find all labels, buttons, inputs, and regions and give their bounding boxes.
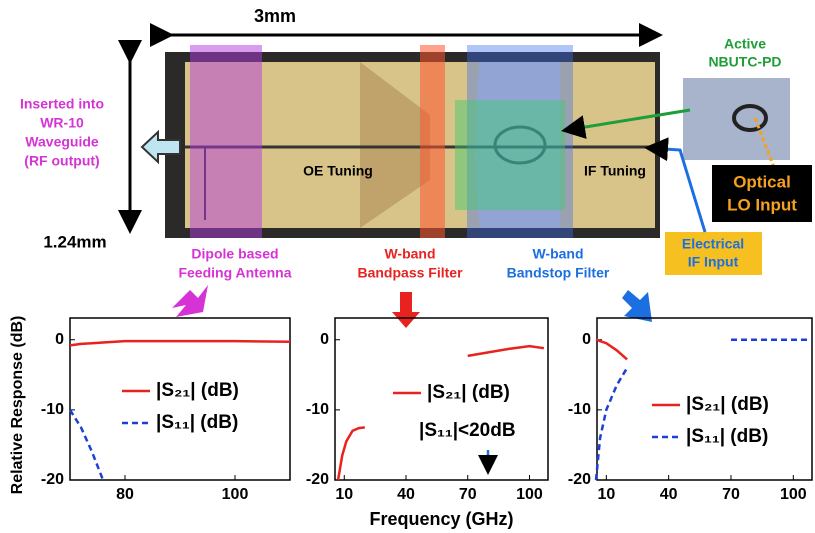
- bandpass-overlay: [420, 45, 445, 238]
- waveguide-label: Waveguide: [25, 134, 99, 150]
- bandpass-label: Bandpass Filter: [357, 265, 463, 281]
- width-label: 3mm: [254, 6, 296, 26]
- optical-label: Optical: [733, 172, 791, 191]
- series-line: [596, 340, 627, 360]
- y-tick-label: 0: [582, 331, 591, 348]
- y-tick-label: -20: [41, 471, 64, 488]
- pd-overlay: [455, 100, 565, 210]
- antenna-label: Feeding Antenna: [178, 265, 291, 281]
- if-tuning: IF Tuning: [584, 163, 646, 179]
- x-tick-label: 10: [335, 486, 353, 503]
- y-tick-label: -10: [41, 401, 64, 418]
- y-tick-label: 0: [55, 331, 64, 348]
- legend-label: |S₂₁| (dB): [686, 394, 769, 415]
- y-tick-label: 0: [320, 331, 329, 348]
- pd-label: NBUTC-PD: [708, 54, 781, 70]
- pd-label: Active: [724, 36, 766, 52]
- y-tick-label: -20: [306, 471, 329, 488]
- annotation: |S₁₁|<20dB: [419, 420, 516, 441]
- figure: 3mm 1.24mm OE Tuning IF Tuning Inserted …: [0, 0, 815, 533]
- legend-label: |S₁₁| (dB): [686, 426, 768, 447]
- waveguide-label: Inserted into: [20, 96, 104, 112]
- x-tick-label: 70: [722, 486, 740, 503]
- bandstop-label: Bandstop Filter: [507, 265, 610, 281]
- bandpass-label: W-band: [384, 246, 435, 262]
- x-tick-label: 70: [459, 486, 477, 503]
- y-tick-label: -20: [568, 471, 591, 488]
- series-line: [70, 341, 290, 345]
- x-tick-label: 100: [780, 486, 807, 503]
- y-tick-label: -10: [568, 401, 591, 418]
- bandstop-arrow: [622, 290, 652, 322]
- pd-photo: [683, 78, 790, 160]
- height-label: 1.24mm: [43, 232, 106, 251]
- x-tick-label: 10: [597, 486, 615, 503]
- y-axis-label: Relative Response (dB): [9, 316, 26, 495]
- electrical-label: Electrical: [682, 236, 744, 252]
- waveguide-label: WR-10: [40, 115, 84, 131]
- x-tick-label: 100: [516, 486, 543, 503]
- antenna-arrow: [172, 285, 208, 317]
- antenna-overlay: [190, 45, 262, 238]
- bandpass-arrow: [392, 292, 420, 328]
- electrical-label: IF Input: [688, 254, 739, 270]
- waveguide-label: (RF output): [24, 153, 99, 169]
- optical-label: LO Input: [727, 195, 797, 214]
- x-tick-label: 40: [660, 486, 678, 503]
- x-axis-label: Frequency (GHz): [369, 509, 513, 529]
- y-tick-label: -10: [306, 401, 329, 418]
- x-tick-label: 100: [222, 486, 249, 503]
- series-line: [338, 346, 544, 480]
- series-line: [70, 410, 103, 480]
- x-tick-label: 40: [397, 486, 415, 503]
- antenna-label: Dipole based: [191, 246, 278, 262]
- oe-tuning: OE Tuning: [303, 163, 373, 179]
- legend-label: |S₂₁| (dB): [427, 382, 510, 403]
- bandstop-label: W-band: [532, 246, 583, 262]
- x-tick-label: 80: [116, 486, 134, 503]
- legend-label: |S₁₁| (dB): [156, 412, 238, 433]
- legend-label: |S₂₁| (dB): [156, 380, 239, 401]
